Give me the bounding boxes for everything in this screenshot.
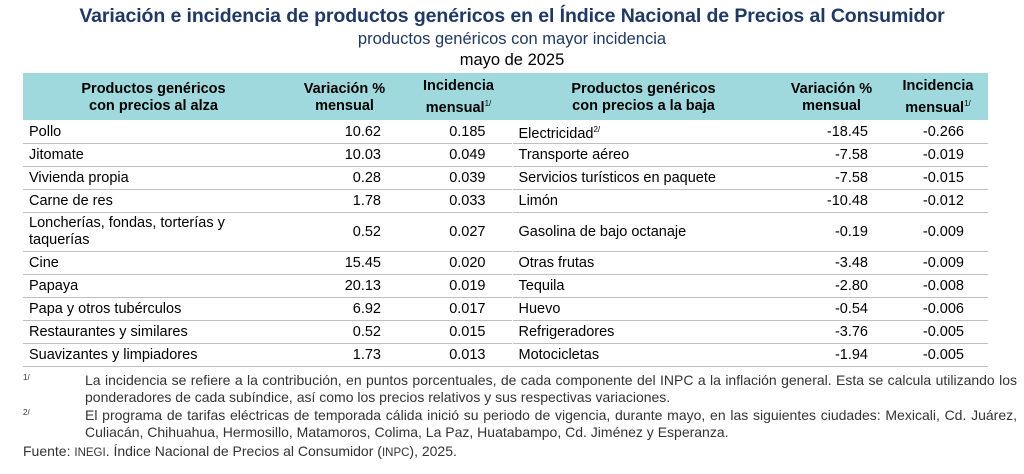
rising-incidence-value: 0.039 xyxy=(405,166,512,190)
falling-incidence-value: -0.006 xyxy=(888,297,988,321)
falling-product-name: Refrigeradores xyxy=(511,320,775,344)
rising-incidence-value: 0.017 xyxy=(405,297,512,321)
table-row: Restaurantes y similares 0.52 0.015 Refr… xyxy=(23,320,988,344)
falling-incidence-value: -0.012 xyxy=(888,189,988,213)
rising-variation-value: 20.13 xyxy=(284,274,405,298)
products-table: Productos genéricos con precios al alza … xyxy=(23,73,988,367)
header-rising-variation: Variación % mensual xyxy=(284,73,405,121)
falling-variation-value: -2.80 xyxy=(775,274,888,298)
rising-product-name: Jitomate xyxy=(23,143,284,167)
rising-product-name: Suavizantes y limpiadores xyxy=(23,343,284,367)
falling-variation-value: -3.48 xyxy=(775,251,888,275)
falling-product-name: Limón xyxy=(511,189,775,213)
rising-product-name: Restaurantes y similares xyxy=(23,320,284,344)
footnote-2-text: El programa de tarifas eléctricas de tem… xyxy=(85,407,1017,440)
falling-incidence-value: -0.009 xyxy=(888,251,988,275)
falling-variation-value: -0.54 xyxy=(775,297,888,321)
rising-product-name: Papa y otros tubérculos xyxy=(23,297,284,321)
rising-product-name: Vivienda propia xyxy=(23,166,284,190)
table-row: Jitomate 10.03 0.049 Transporte aéreo -7… xyxy=(23,143,988,167)
falling-variation-value: -7.58 xyxy=(775,143,888,167)
falling-product-name: Servicios turísticos en paquete xyxy=(511,166,775,190)
falling-product-name: Motocicletas xyxy=(511,343,775,367)
rising-variation-value: 0.28 xyxy=(284,166,405,190)
rising-variation-value: 10.62 xyxy=(284,120,405,144)
footnote-2-mark: 2/ xyxy=(23,408,30,417)
falling-product-name: Huevo xyxy=(511,297,775,321)
falling-variation-value: -0.19 xyxy=(775,212,888,252)
falling-variation-value: -1.94 xyxy=(775,343,888,367)
falling-incidence-value: -0.015 xyxy=(888,166,988,190)
falling-incidence-value: -0.266 xyxy=(888,120,988,144)
rising-product-name: Carne de res xyxy=(23,189,284,213)
page-title: Variación e incidencia de productos gené… xyxy=(79,5,945,27)
rising-incidence-value: 0.019 xyxy=(405,274,512,298)
header-rising-incidence: Incidencia mensual1/ xyxy=(405,73,512,121)
header-rising-products: Productos genéricos con precios al alza xyxy=(23,73,284,121)
falling-incidence-value: -0.008 xyxy=(888,274,988,298)
falling-incidence-value: -0.005 xyxy=(888,320,988,344)
rising-incidence-value: 0.013 xyxy=(405,343,512,367)
rising-incidence-value: 0.020 xyxy=(405,251,512,275)
source-abbr: INPC xyxy=(381,447,410,459)
rising-product-name: Cine xyxy=(23,251,284,275)
table-header-row: Productos genéricos con precios al alza … xyxy=(23,73,988,121)
falling-product-name: Gasolina de bajo octanaje xyxy=(511,212,775,252)
source-org: INEGI xyxy=(74,447,106,459)
rising-product-name: Papaya xyxy=(23,274,284,298)
table-row: Loncherías, fondas, torterías y taquería… xyxy=(23,212,988,252)
footnote-1-text: La incidencia se refiere a la contribuci… xyxy=(85,372,1017,405)
falling-product-name: Otras frutas xyxy=(511,251,775,275)
source-note: Fuente: INEGI. Índice Nacional de Precio… xyxy=(23,443,457,459)
rising-variation-value: 10.03 xyxy=(284,143,405,167)
falling-variation-value: -7.58 xyxy=(775,166,888,190)
rising-incidence-value: 0.027 xyxy=(405,212,512,252)
falling-variation-value: -10.48 xyxy=(775,189,888,213)
rising-variation-value: 6.92 xyxy=(284,297,405,321)
header-falling-variation: Variación % mensual xyxy=(775,73,888,121)
rising-incidence-value: 0.033 xyxy=(405,189,512,213)
page-subtitle: productos genéricos con mayor incidencia xyxy=(357,30,667,48)
table-row: Suavizantes y limpiadores 1.73 0.013 Mot… xyxy=(23,343,988,367)
table-row: Carne de res 1.78 0.033 Limón -10.48 -0.… xyxy=(23,189,988,213)
falling-product-name: Electricidad2/ xyxy=(511,120,775,144)
falling-product-name: Tequila xyxy=(511,274,775,298)
footnote-ref-1: 1/ xyxy=(964,99,971,108)
falling-incidence-value: -0.009 xyxy=(888,212,988,252)
rising-variation-value: 15.45 xyxy=(284,251,405,275)
falling-variation-value: -3.76 xyxy=(775,320,888,344)
footnote-ref-2: 2/ xyxy=(593,125,601,134)
table-row: Vivienda propia 0.28 0.039 Servicios tur… xyxy=(23,166,988,190)
falling-product-name: Transporte aéreo xyxy=(511,143,775,167)
rising-incidence-value: 0.015 xyxy=(405,320,512,344)
falling-incidence-value: -0.005 xyxy=(888,343,988,367)
header-falling-products: Productos genéricos con precios a la baj… xyxy=(512,73,775,121)
falling-incidence-value: -0.019 xyxy=(888,143,988,167)
rising-product-name: Loncherías, fondas, torterías y taquería… xyxy=(23,212,284,252)
rising-product-name: Pollo xyxy=(23,120,284,144)
rising-incidence-value: 0.049 xyxy=(405,143,512,167)
rising-incidence-value: 0.185 xyxy=(405,120,512,144)
header-falling-incidence: Incidencia mensual1/ xyxy=(888,73,988,121)
rising-variation-value: 0.52 xyxy=(284,212,405,252)
rising-variation-value: 1.73 xyxy=(284,343,405,367)
table-row: Papa y otros tubérculos 6.92 0.017 Huevo… xyxy=(23,297,988,321)
table-row: Cine 15.45 0.020 Otras frutas -3.48 -0.0… xyxy=(23,251,988,275)
footnote-1-mark: 1/ xyxy=(23,373,30,382)
table-row: Papaya 20.13 0.019 Tequila -2.80 -0.008 xyxy=(23,274,988,298)
rising-variation-value: 1.78 xyxy=(284,189,405,213)
period-label: mayo de 2025 xyxy=(459,51,565,69)
falling-variation-value: -18.45 xyxy=(775,120,888,144)
table-row: Pollo 10.62 0.185 Electricidad2/ -18.45 … xyxy=(23,120,988,144)
footnote-ref-1: 1/ xyxy=(484,99,492,108)
rising-variation-value: 0.52 xyxy=(284,320,405,344)
